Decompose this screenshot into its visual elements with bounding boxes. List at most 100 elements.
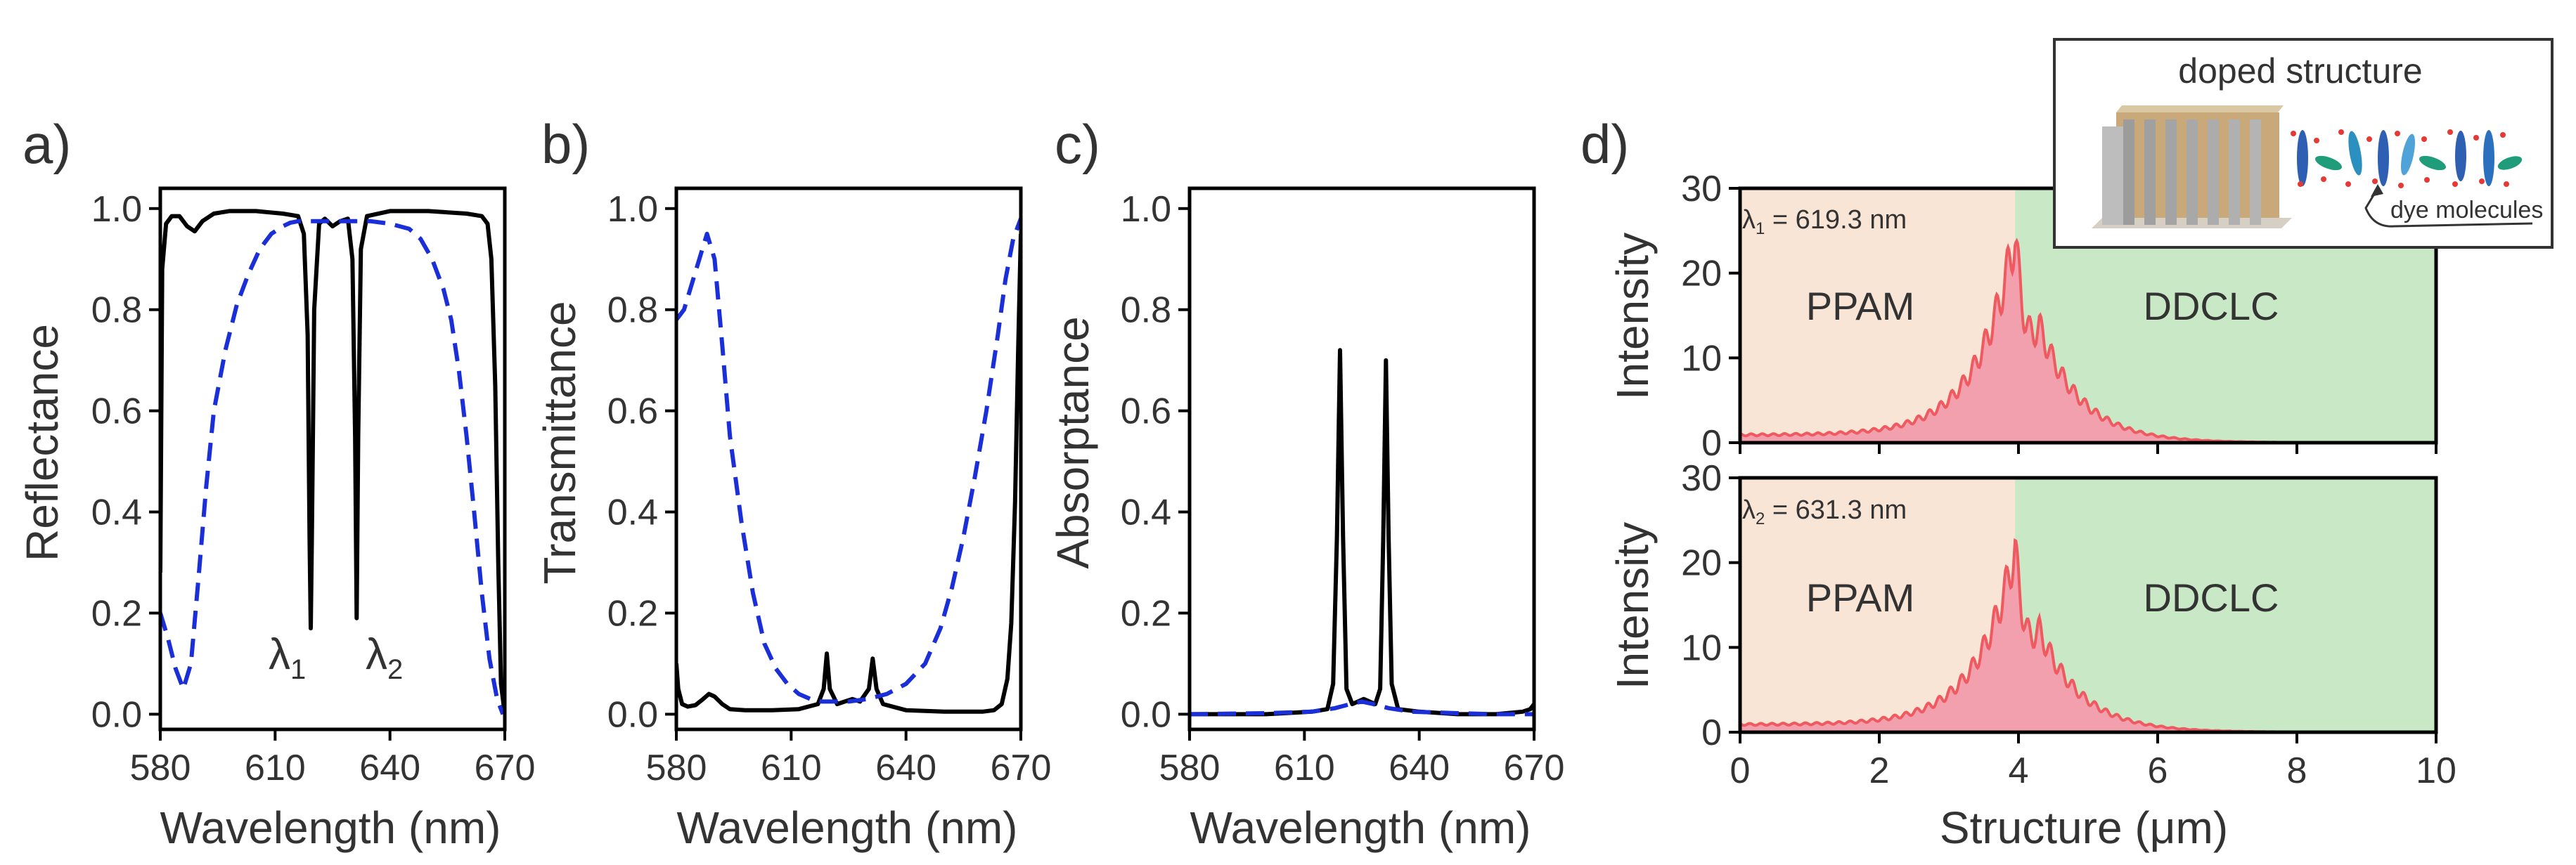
series-line-a-solid	[160, 209, 505, 715]
y-tick-label-a: 0.6	[91, 391, 142, 432]
panel-d-bottom-lambda-symbol: λ	[1742, 495, 1756, 525]
lambda2-subscript: 2	[387, 654, 403, 685]
series-line-a-dashed	[160, 219, 505, 715]
dye-molecule	[2497, 156, 2523, 170]
panel-b-label: b)	[541, 113, 590, 175]
dye-molecule	[2455, 131, 2466, 181]
lambda1-symbol: λ	[269, 630, 290, 679]
dye-molecules-illustration	[2291, 129, 2523, 188]
dye-molecule	[2315, 155, 2342, 171]
block-front-face	[2102, 126, 2123, 225]
dye-dot	[2314, 138, 2319, 143]
y-tick-label-a: 1.0	[91, 189, 142, 230]
y-tick-label-c: 1.0	[1121, 189, 1171, 230]
y-tick-label-b: 1.0	[607, 189, 658, 230]
y-tick-label-a: 0.8	[91, 290, 142, 331]
dye-dot	[2447, 129, 2453, 135]
block-top-face	[2116, 105, 2284, 112]
block-layer	[2229, 119, 2240, 225]
dye-molecule	[2348, 131, 2362, 176]
panel-d-bottom-ppam-label: PPAM	[1806, 575, 1915, 620]
y-tick-label-d_bottom: 0	[1701, 713, 1722, 753]
dye-dot	[2452, 181, 2458, 187]
panel-c-label: c)	[1055, 113, 1100, 175]
lambda1-annotation: λ1	[269, 630, 306, 685]
y-tick-label-d_bottom: 10	[1681, 627, 1722, 668]
plot-frame-d_bottom	[1738, 476, 2438, 734]
panel-a-plot-area: 0.0 0.2 0.4 0.6 0.8 1.0 580 610 640 670	[91, 186, 535, 788]
panel-d-bottom-xlabel: Structure (μm)	[1940, 802, 2228, 853]
x-tick-label-d_bottom: 2	[1869, 750, 1890, 791]
plot-frame-b	[674, 186, 1023, 731]
dye-dot	[2372, 178, 2378, 184]
block-right-cap	[2269, 112, 2279, 218]
lambda1-subscript: 1	[290, 654, 306, 685]
panel-b-xlabel: Wavelength (nm)	[677, 802, 1018, 853]
x-tick-label-d_bottom: 8	[2287, 750, 2307, 791]
dye-dot	[2366, 136, 2372, 142]
y-tick-label-b: 0.6	[607, 391, 658, 432]
y-tick-label-b: 0.2	[607, 593, 658, 634]
block-layer	[2144, 119, 2156, 225]
panel-d-bottom-wavelength-label: λ2 = 631.3 nm	[1742, 495, 1907, 528]
x-tick-label-c: 580	[1159, 748, 1221, 788]
lambda2-annotation: λ2	[366, 630, 403, 685]
panel-d-bottom-lambda-value: = 631.3 nm	[1765, 495, 1907, 525]
y-tick-label-c: 0.6	[1121, 391, 1171, 432]
series-line-c-solid	[1190, 348, 1534, 717]
dye-dot	[2500, 132, 2506, 138]
block-layer	[2250, 119, 2261, 225]
panel-c-xlabel: Wavelength (nm)	[1190, 802, 1531, 853]
dye-dot	[2395, 131, 2400, 136]
y-tick-label-d_top: 0	[1701, 423, 1722, 464]
plot-frame-a	[158, 186, 507, 731]
panel-d-top-ddclc-label: DDCLC	[2144, 284, 2279, 328]
panel-a-reflectance-chart: 0.0 0.2 0.4 0.6 0.8 1.0 580 610 640 670 Reflectan…	[17, 186, 535, 853]
dye-dot	[2479, 178, 2485, 184]
panel-a-label: a)	[22, 113, 71, 175]
y-tick-label-b: 0.8	[607, 290, 658, 331]
panel-d-bottom-lambda-sub: 2	[1756, 509, 1765, 528]
x-tick-label-b: 670	[991, 748, 1052, 788]
dye-molecule	[2378, 130, 2389, 186]
y-tick-label-d_top: 20	[1681, 254, 1722, 294]
panel-d-top-ylabel: Intensity	[1607, 233, 1658, 400]
series-line-b-solid	[676, 233, 1021, 714]
panel-d-top-wavelength-label: λ1 = 619.3 nm	[1742, 205, 1907, 238]
inset-title: doped structure	[2178, 51, 2422, 91]
dye-molecules-arrow	[2364, 188, 2533, 228]
dye-dot	[2504, 181, 2509, 187]
y-tick-label-c: 0.2	[1121, 593, 1171, 634]
panel-d-bottom-ddclc-label: DDCLC	[2144, 575, 2279, 620]
panel-c-absorptance-chart: 0.0 0.2 0.4 0.6 0.8 1.0 580 610 640 670 Absorptan…	[1048, 186, 1564, 853]
dye-molecule	[2483, 130, 2494, 186]
y-tick-label-d_bottom: 20	[1681, 543, 1722, 584]
block-layer	[2123, 119, 2134, 225]
y-tick-label-d_top: 10	[1681, 338, 1722, 379]
x-tick-label-c: 640	[1389, 748, 1450, 788]
dye-dot	[2321, 176, 2326, 182]
x-tick-label-d_bottom: 0	[1730, 750, 1751, 791]
x-tick-label-a: 640	[359, 748, 420, 788]
dye-dot	[2291, 131, 2296, 136]
x-tick-label-b: 580	[646, 748, 707, 788]
y-tick-label-a: 0.2	[91, 593, 142, 634]
panel-d-top-lambda-value: = 619.3 nm	[1765, 205, 1907, 235]
block-layer	[2187, 119, 2198, 225]
dye-dot	[2398, 183, 2404, 188]
dye-molecule	[2400, 134, 2416, 176]
plot-frame-c	[1187, 186, 1536, 731]
dye-dot	[2298, 181, 2303, 187]
lambda2-symbol: λ	[366, 630, 387, 679]
dye-dot	[2424, 177, 2430, 183]
y-tick-label-a: 0.4	[91, 493, 142, 533]
series-line-b-dashed	[676, 218, 1021, 704]
dye-molecule	[2419, 155, 2446, 171]
panel-b-plot-area: 0.0 0.2 0.4 0.6 0.8 1.0 580 610 640 670	[607, 186, 1052, 788]
panel-c-plot-area: 0.0 0.2 0.4 0.6 0.8 1.0 580 610 640 670	[1121, 186, 1564, 788]
panel-d-bottom-plot-area: 0 10 20 30 0 2 4 6 8 10	[1681, 458, 2456, 791]
x-tick-label-d_bottom: 6	[2148, 750, 2168, 791]
doped-structure-inset: doped structure	[2053, 38, 2554, 249]
